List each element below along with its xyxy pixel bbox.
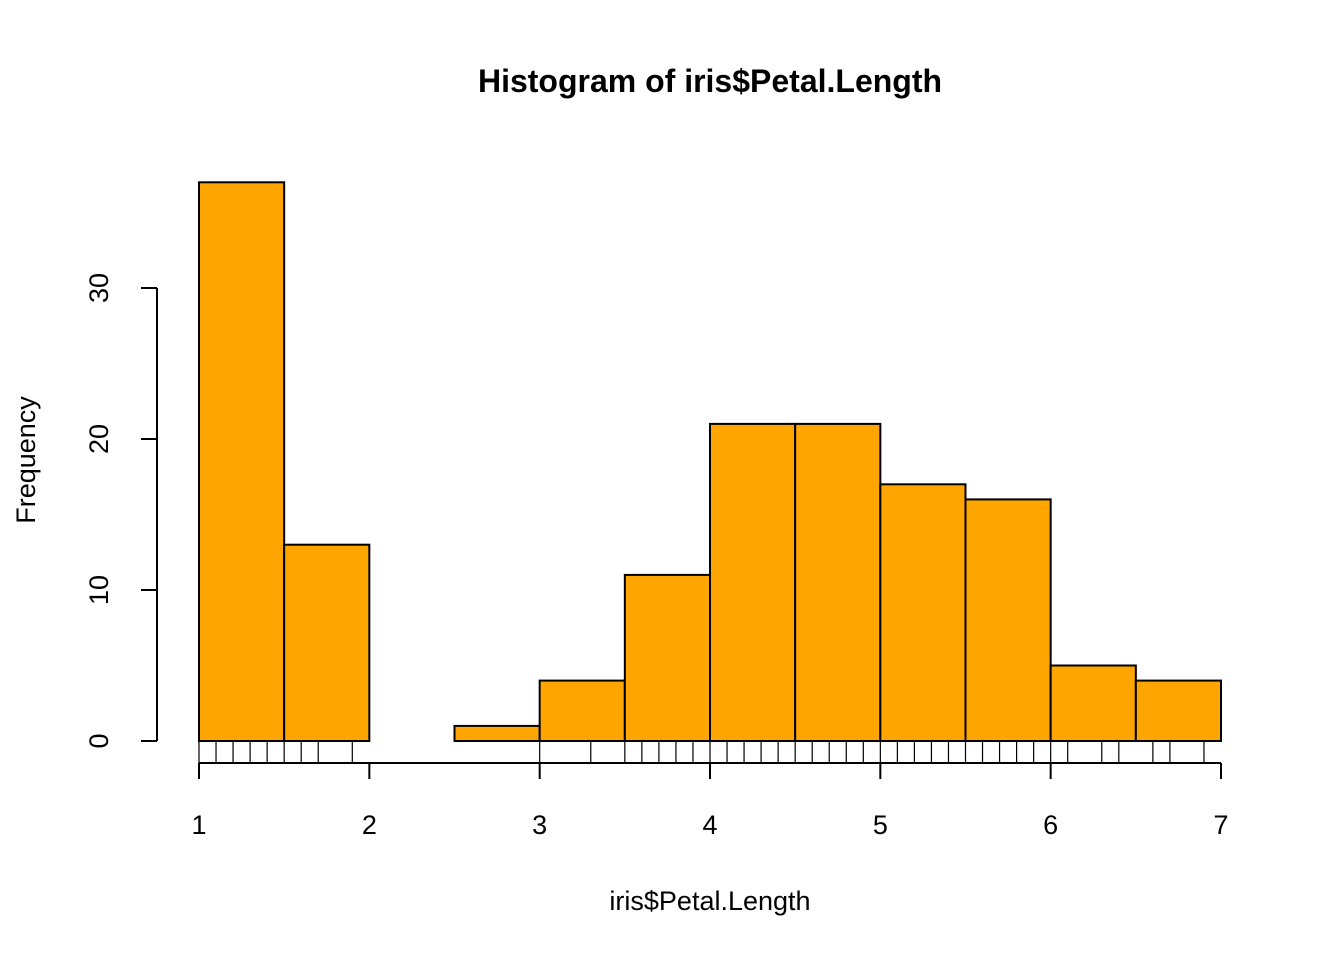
x-tick-label: 1 bbox=[191, 810, 206, 840]
histogram-bar bbox=[709, 422, 797, 742]
y-tick-label: 30 bbox=[84, 273, 114, 303]
x-tick-label: 6 bbox=[1043, 810, 1058, 840]
histogram-bar bbox=[879, 483, 967, 742]
x-tick-label: 3 bbox=[532, 810, 547, 840]
histogram-bar bbox=[1049, 664, 1137, 742]
x-axis-label: iris$Petal.Length bbox=[609, 886, 810, 916]
histogram-bar bbox=[283, 543, 371, 743]
y-tick-label: 20 bbox=[84, 424, 114, 454]
x-tick-label: 7 bbox=[1213, 810, 1228, 840]
x-axis: 1 2 3 4 5 6 7 bbox=[191, 762, 1229, 840]
histogram-bar bbox=[198, 181, 286, 743]
histogram-bar bbox=[1134, 679, 1223, 742]
x-tick-label: 4 bbox=[702, 810, 717, 840]
x-tick-label: 5 bbox=[873, 810, 888, 840]
histogram-bar bbox=[623, 573, 711, 743]
x-tick-label: 2 bbox=[362, 810, 377, 840]
y-axis-label: Frequency bbox=[11, 396, 41, 524]
chart-title: Histogram of iris$Petal.Length bbox=[478, 63, 942, 99]
histogram-bar bbox=[794, 422, 882, 742]
histogram-bar bbox=[453, 724, 541, 743]
rug-group bbox=[198, 741, 1205, 763]
y-tick-label: 0 bbox=[84, 733, 114, 748]
bars-group bbox=[198, 181, 1223, 743]
histogram-bar bbox=[538, 679, 626, 742]
y-tick-label: 10 bbox=[84, 575, 114, 605]
y-axis: 0 10 20 30 bbox=[84, 273, 158, 749]
histogram-bar bbox=[964, 498, 1052, 742]
